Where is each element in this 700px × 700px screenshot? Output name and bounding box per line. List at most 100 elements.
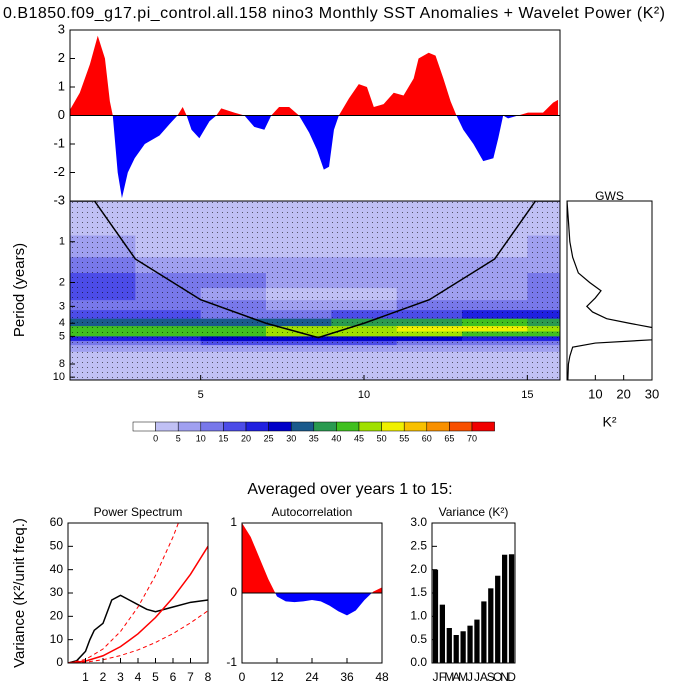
x-tick-label: 5 xyxy=(152,670,159,684)
x-tick-label: M xyxy=(458,670,468,684)
x-tick-label: 0 xyxy=(239,670,246,684)
panel-title: Variance (K²) xyxy=(439,505,509,519)
y-tick-label: -2 xyxy=(53,164,65,179)
x-tick-label: A xyxy=(480,670,488,684)
colorbar-box xyxy=(245,421,269,432)
y-tick-label: 10 xyxy=(50,632,64,646)
y-tick-label: 2 xyxy=(59,276,65,288)
plot-frame xyxy=(69,200,561,381)
y-tick-label: 1.5 xyxy=(410,585,427,599)
x-tick-label: 48 xyxy=(375,670,389,684)
colorbar-box xyxy=(471,421,495,432)
bar xyxy=(501,554,508,663)
x-tick-label: 4 xyxy=(135,670,142,684)
colorbar-box xyxy=(403,421,428,432)
bar xyxy=(467,625,473,663)
x-tick-label: 30 xyxy=(645,386,659,401)
colorbar-box xyxy=(200,421,224,432)
y-tick-label: 0 xyxy=(58,107,65,122)
x-tick-label: 15 xyxy=(521,389,533,401)
x-tick-label: J xyxy=(474,670,480,684)
x-tick-label: 3 xyxy=(117,670,124,684)
x-tick-label: D xyxy=(507,670,516,684)
negative-area xyxy=(70,115,559,199)
negative-area xyxy=(242,593,382,616)
y-tick-label: 3 xyxy=(59,300,65,312)
colorbar-box xyxy=(426,421,450,432)
y-tick-label: 60 xyxy=(50,515,64,529)
colorbar-box xyxy=(155,421,179,432)
colorbar-label: 50 xyxy=(377,433,387,443)
plot-frame xyxy=(566,200,653,381)
y-tick-label: 2.5 xyxy=(410,539,427,553)
y-tick-label: 2 xyxy=(58,50,65,65)
spectrum-line xyxy=(68,610,208,663)
y-tick-label: 3 xyxy=(58,21,65,36)
y-tick-label: 0 xyxy=(230,585,237,599)
colorbar-label: 10 xyxy=(196,433,206,443)
y-tick-label: 1 xyxy=(230,515,237,529)
x-tick-label: F xyxy=(439,670,446,684)
colorbar-label: 40 xyxy=(331,433,341,443)
bar xyxy=(488,588,494,663)
y-tick-label: 1 xyxy=(59,236,65,248)
x-tick-label: 10 xyxy=(588,386,602,401)
x-tick-label: A xyxy=(452,670,460,684)
colorbar-box xyxy=(177,421,202,432)
y-axis-label: Period (years) xyxy=(11,243,28,337)
cone-of-influence xyxy=(70,201,560,339)
panel-title: GWS xyxy=(595,189,624,203)
colorbar-box xyxy=(336,421,360,432)
panel-title: Autocorrelation xyxy=(272,505,353,519)
bar xyxy=(439,604,446,663)
significance-stipple xyxy=(70,201,560,380)
spectrum-line xyxy=(68,594,208,663)
positive-area xyxy=(242,523,382,593)
y-tick-label: 1.0 xyxy=(410,609,427,623)
y-tick-label: 3.0 xyxy=(410,515,427,529)
spectrum-line xyxy=(68,523,179,663)
colorbar-box xyxy=(313,421,337,432)
y-axis-label: Variance (K²/unit freq.) xyxy=(11,518,28,668)
colorbar-label: 5 xyxy=(176,433,181,443)
x-tick-label: S xyxy=(487,670,495,684)
positive-area xyxy=(70,35,559,116)
bar xyxy=(495,575,501,663)
x-tick-label: 24 xyxy=(305,670,319,684)
colorbar-label: 60 xyxy=(422,433,432,443)
x-tick-label: J xyxy=(432,670,438,684)
y-tick-label: -1 xyxy=(53,135,65,150)
y-tick-label: 20 xyxy=(50,609,64,623)
x-tick-label: 20 xyxy=(616,386,630,401)
colorbar-label: 35 xyxy=(309,433,319,443)
x-tick-label: 1 xyxy=(82,670,89,684)
colorbar-box xyxy=(132,421,156,432)
y-tick-label: 4 xyxy=(59,317,65,329)
y-tick-label: 0.0 xyxy=(410,655,427,669)
x-tick-label: 36 xyxy=(340,670,354,684)
colorbar-box xyxy=(223,421,247,432)
chart-title: 0.B1850.f09_g17.pi_control.all.158 nino3… xyxy=(3,5,665,22)
colorbar-label: 0 xyxy=(153,433,158,443)
x-tick-label: 6 xyxy=(170,670,177,684)
bar xyxy=(460,631,466,663)
x-tick-label: 8 xyxy=(205,670,212,684)
colorbar-label: 45 xyxy=(354,433,364,443)
y-tick-label: 5 xyxy=(59,330,65,342)
y-tick-label: 40 xyxy=(50,562,64,576)
colorbar-label: 30 xyxy=(286,433,296,443)
x-tick-label: 10 xyxy=(358,389,370,401)
x-tick-label: 7 xyxy=(187,670,194,684)
colorbar-label: 55 xyxy=(399,433,409,443)
spectrum-line xyxy=(68,545,208,663)
gws-line xyxy=(567,201,652,380)
y-tick-label: 2.0 xyxy=(410,562,427,576)
y-tick-label: 0 xyxy=(56,655,63,669)
y-tick-label: 10 xyxy=(53,371,65,383)
bar xyxy=(481,601,487,663)
colorbar-box xyxy=(449,421,473,432)
colorbar-label: 25 xyxy=(264,433,274,443)
bar xyxy=(474,619,480,663)
